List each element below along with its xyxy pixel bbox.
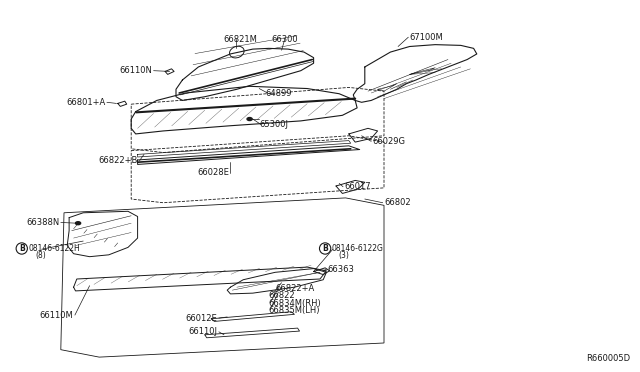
Text: 66017: 66017	[344, 182, 371, 191]
Text: B: B	[323, 244, 328, 253]
Text: 66110J: 66110J	[189, 327, 218, 336]
Text: 08146-6122G: 08146-6122G	[332, 244, 383, 253]
Text: 65300J: 65300J	[259, 120, 288, 129]
Circle shape	[247, 118, 252, 121]
Text: 66300: 66300	[271, 35, 298, 44]
Text: 66028E: 66028E	[197, 169, 229, 177]
Text: 67100M: 67100M	[410, 33, 444, 42]
Text: 66822+B: 66822+B	[98, 156, 138, 165]
Circle shape	[76, 222, 81, 225]
Text: 08146-6122H: 08146-6122H	[29, 244, 81, 253]
Text: 66388N: 66388N	[26, 218, 60, 227]
Text: 66835M(LH): 66835M(LH)	[269, 306, 320, 315]
Text: 66363: 66363	[328, 265, 355, 274]
Text: 66822+A: 66822+A	[275, 284, 314, 293]
Text: (3): (3)	[338, 251, 349, 260]
Text: 66012E: 66012E	[186, 314, 218, 323]
Text: 64899: 64899	[266, 89, 292, 97]
Text: 66834M(RH): 66834M(RH)	[269, 299, 321, 308]
Text: (8): (8)	[35, 251, 46, 260]
Text: 66821M: 66821M	[223, 35, 257, 44]
Text: 66822: 66822	[269, 291, 296, 300]
Text: 66110M: 66110M	[40, 311, 74, 320]
Text: 66029G: 66029G	[372, 137, 406, 146]
Text: B: B	[19, 244, 24, 253]
Text: 66110N: 66110N	[120, 66, 152, 75]
Text: 66802: 66802	[384, 198, 411, 207]
Text: 66801+A: 66801+A	[67, 98, 106, 107]
Text: R660005D: R660005D	[586, 354, 630, 363]
